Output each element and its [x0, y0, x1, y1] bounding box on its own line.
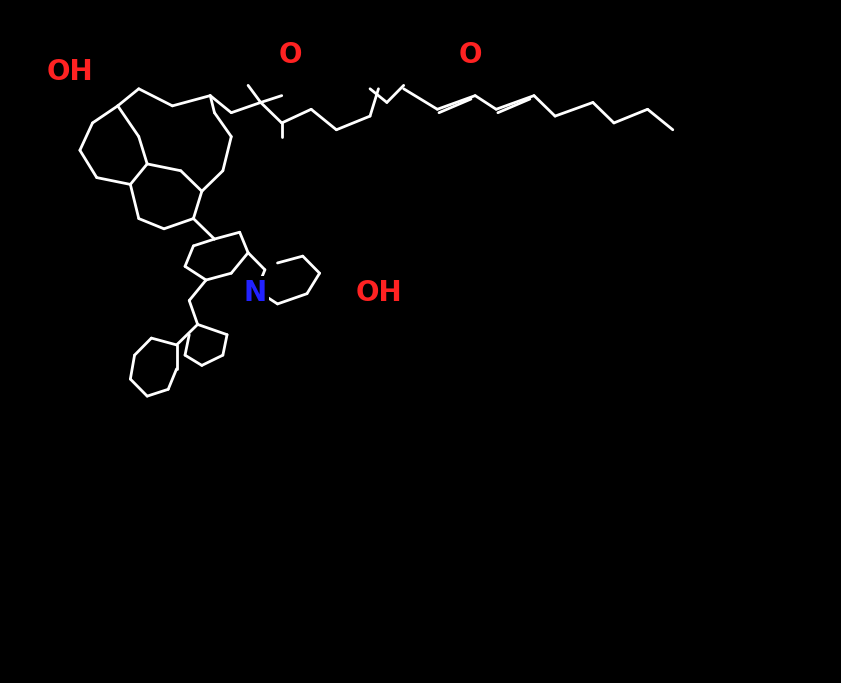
Text: OH: OH	[355, 279, 402, 307]
Text: O: O	[278, 41, 302, 68]
Text: OH: OH	[46, 58, 93, 85]
Text: O: O	[458, 41, 482, 68]
Text: N: N	[243, 279, 267, 307]
